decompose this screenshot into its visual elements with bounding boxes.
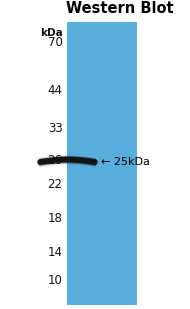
Text: 10: 10 xyxy=(48,273,63,286)
Text: ← 25kDa: ← 25kDa xyxy=(101,157,150,167)
Bar xyxy=(66,22,137,305)
Text: Western Blot: Western Blot xyxy=(66,1,174,16)
Text: kDa: kDa xyxy=(40,28,63,38)
Text: 18: 18 xyxy=(48,211,63,225)
Text: 22: 22 xyxy=(48,179,63,192)
Text: 14: 14 xyxy=(48,245,63,259)
Text: 44: 44 xyxy=(48,83,63,96)
Text: 70: 70 xyxy=(48,36,63,49)
Text: 26: 26 xyxy=(48,154,63,167)
Text: 33: 33 xyxy=(48,121,63,134)
